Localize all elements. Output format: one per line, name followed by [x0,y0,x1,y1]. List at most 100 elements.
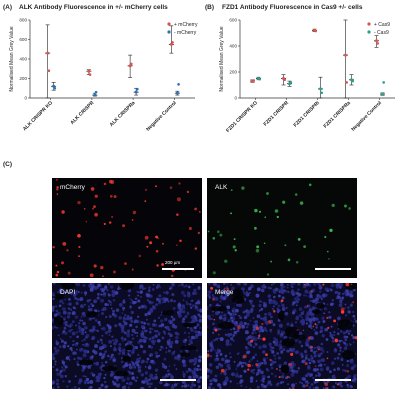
nucleus [129,301,132,304]
nucleus [251,364,254,367]
nucleus [261,362,264,365]
nucleus [52,353,55,357]
nucleus [89,287,94,292]
nucleus [220,317,223,320]
nucleus [54,360,57,363]
nucleus [159,324,162,327]
fluorescent-cell [345,283,350,287]
nucleus [286,349,290,353]
nucleus [75,348,79,351]
nucleus [219,300,222,303]
nucleus [219,386,222,389]
nucleus [66,385,69,388]
nucleus [233,320,236,324]
nucleus [181,380,186,384]
nucleus [182,299,185,302]
nucleus [230,284,233,286]
fluorescent-cell [255,248,260,253]
nucleus [156,330,159,333]
nucleus [186,291,189,294]
data-point [381,92,384,96]
nucleus [122,320,126,323]
nucleus [129,381,133,386]
nucleus [225,342,230,346]
fluorescent-cell [255,326,260,330]
nucleus [209,369,213,373]
nucleus [104,380,107,384]
nucleus [151,307,154,310]
fluorescent-cell [92,207,94,210]
panel-a-letter: (A) [3,4,13,11]
nucleus [346,383,349,386]
nucleus [336,294,340,298]
nucleus [74,375,77,378]
nucleus [99,366,103,370]
nucleus [85,333,90,338]
nucleus [263,361,268,365]
nucleus [143,305,148,309]
nucleus [104,350,107,353]
nucleus [229,352,231,355]
nucleus [196,323,200,327]
nucleus [251,299,254,302]
nucleus [97,376,102,380]
nucleus [349,343,352,346]
nucleus [207,308,209,311]
scale-bar [162,268,194,270]
nucleus [140,295,142,298]
nucleus [129,323,133,327]
fluorescent-cell [346,369,350,373]
nucleus [224,357,227,359]
nucleus [245,290,248,293]
nucleus [113,357,116,360]
nucleus [298,298,301,301]
nucleus [83,349,87,353]
nucleus [170,315,174,319]
nucleus [226,333,231,337]
gap-region [180,345,197,351]
chart-alk-fluorescence: 0 200 400 600 800 Normalised Mean Grey Value A… [9,18,198,133]
data-point [136,87,139,91]
nucleus [262,301,266,305]
chart-fzd1-fluorescence: 0 200 400 600 Normalised Mean Grey Value FZD1… [219,18,395,134]
nucleus [258,309,261,312]
nucleus [212,377,216,382]
nucleus [315,326,318,329]
fluorescent-cell [326,387,329,389]
data-point [93,93,97,97]
nucleus [53,347,57,350]
micrograph-label: DAPI [60,289,76,296]
nucleus [68,355,71,358]
nucleus [84,303,86,306]
nucleus [278,323,283,328]
nucleus [290,365,294,369]
nucleus [208,362,213,367]
fluorescent-cell [170,274,174,278]
nucleus [180,283,184,287]
nucleus [185,370,189,374]
nucleus [323,363,326,366]
nucleus [70,387,74,389]
nucleus [167,349,171,353]
micrograph-label: Merge [215,289,234,296]
nucleus [193,357,198,361]
nucleus [118,346,122,350]
nucleus [272,299,276,303]
nucleus [71,331,76,336]
fluorescent-cell [257,334,261,338]
legend-label: + mCherry [174,22,198,28]
fluorescent-cell [308,183,312,187]
nucleus [250,310,254,313]
nucleus [313,346,317,350]
nucleus [247,341,252,345]
nucleus [353,380,357,383]
fluorescent-cell [324,382,329,386]
gap-region [232,296,245,304]
fluorescent-cell [329,228,333,233]
nucleus [54,313,58,317]
nucleus [169,287,172,290]
nucleus [59,300,62,303]
nucleus [191,304,195,308]
nucleus [271,283,273,286]
nucleus [159,380,163,385]
